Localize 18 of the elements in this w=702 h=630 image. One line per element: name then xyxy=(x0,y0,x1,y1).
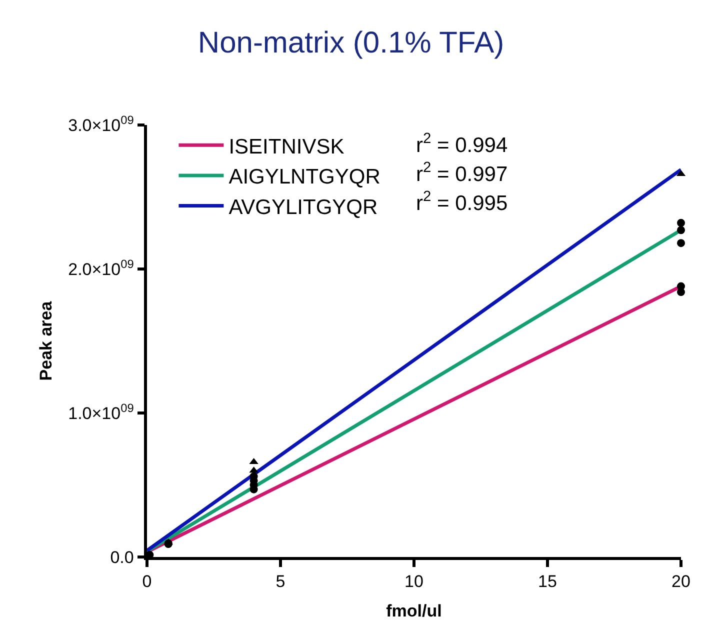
x-axis-title: fmol/ul xyxy=(386,602,442,621)
annotation: r$^{2}$ = 0.997 xyxy=(416,160,508,186)
y-tick-label: 3.0×10$^{09}$ xyxy=(68,112,134,135)
legend-label: AVGYLITGYQR xyxy=(228,196,378,219)
x-tick-label: 15 xyxy=(538,572,557,592)
legend-label: AIGYLNTGYQR xyxy=(228,166,380,189)
y-axis-title: Peak area xyxy=(36,300,56,381)
chart-title: Non-matrix (0.1% TFA) xyxy=(198,26,504,60)
y-tick-label: 2.0×10$^{09}$ xyxy=(68,256,134,279)
legend-label: ISEITNIVSK xyxy=(228,135,344,158)
x-tick-label: 5 xyxy=(276,572,286,592)
y-tick-label: 0.0 xyxy=(110,548,134,567)
x-tick-label: 10 xyxy=(404,572,424,592)
y-tick-label: 1.0×10$^{09}$ xyxy=(68,400,134,423)
x-tick-label: 0 xyxy=(142,572,152,592)
annotation: r$^{2}$ = 0.995 xyxy=(416,189,508,215)
annotation: r$^{2}$ = 0.994 xyxy=(416,131,508,157)
x-tick-label: 20 xyxy=(672,572,690,592)
